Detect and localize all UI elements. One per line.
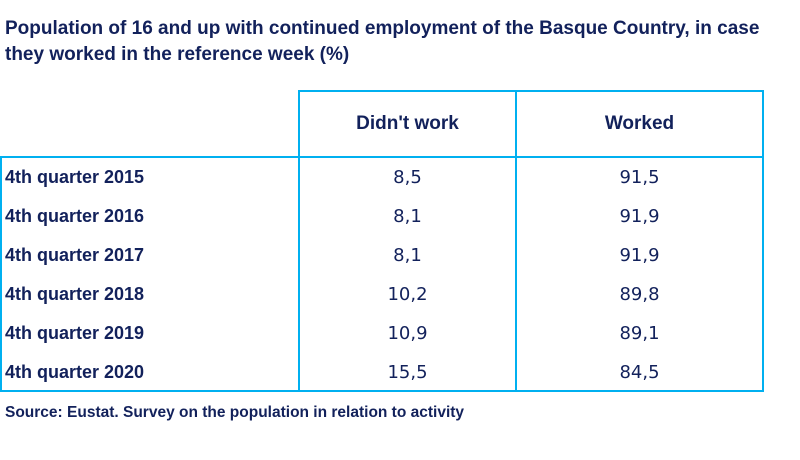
cell-didnt-work: 8,1 — [393, 206, 422, 228]
cell-worked: 89,1 — [619, 323, 660, 345]
column-header-didnt-work: Didn't work — [356, 112, 459, 134]
cell-didnt-work: 10,9 — [387, 323, 428, 345]
row-label: 4th quarter 2016 — [5, 206, 145, 227]
cell-didnt-work: 8,5 — [393, 167, 422, 189]
cell-worked: 91,5 — [619, 167, 660, 189]
row-label: 4th quarter 2020 — [5, 362, 145, 383]
data-table: Didn't work Worked 4th quarter 2015 8,5 91… — [0, 90, 764, 392]
row-label: 4th quarter 2018 — [5, 284, 145, 305]
cell-didnt-work: 10,2 — [387, 284, 428, 306]
row-label: 4th quarter 2019 — [5, 323, 145, 344]
column-header-worked: Worked — [604, 112, 675, 134]
table-title: Population of 16 and up with continued e… — [5, 18, 760, 65]
header-divider — [0, 156, 764, 158]
column-divider — [298, 90, 300, 392]
table-row: 4th quarter 2018 10,2 89,8 — [0, 275, 764, 315]
row-label: 4th quarter 2015 — [5, 167, 145, 188]
cell-worked: 84,5 — [619, 362, 660, 384]
row-label: 4th quarter 2017 — [5, 245, 145, 266]
table-row: 4th quarter 2016 8,1 91,9 — [0, 197, 764, 237]
table-row: 4th quarter 2019 10,9 89,1 — [0, 314, 764, 354]
cell-didnt-work: 8,1 — [393, 245, 422, 267]
table-border-top — [298, 90, 764, 92]
column-divider — [515, 90, 517, 392]
cell-worked: 89,8 — [619, 284, 660, 306]
cell-worked: 91,9 — [619, 245, 660, 267]
table-row: 4th quarter 2017 8,1 91,9 — [0, 236, 764, 276]
table-row: 4th quarter 2020 15,5 84,5 — [0, 353, 764, 393]
table-border-bottom — [0, 390, 764, 392]
cell-worked: 91,9 — [619, 206, 660, 228]
table-border-right — [762, 90, 764, 392]
source-note: Source: Eustat. Survey on the population… — [5, 404, 465, 421]
table-border-left — [0, 156, 2, 392]
table-row: 4th quarter 2015 8,5 91,5 — [0, 158, 764, 198]
cell-didnt-work: 15,5 — [387, 362, 428, 384]
